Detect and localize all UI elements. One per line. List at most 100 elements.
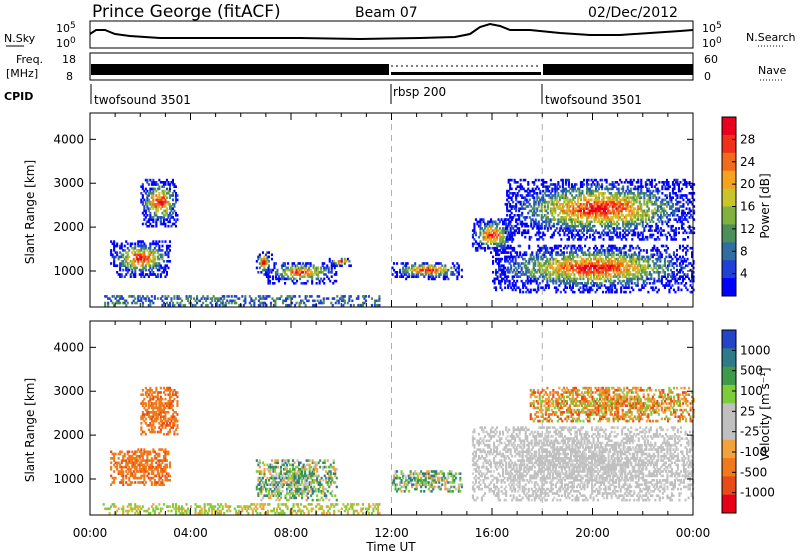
power-cell [673, 178, 676, 182]
power-cell [647, 207, 650, 210]
power-cell [592, 224, 595, 228]
power-cell [567, 189, 570, 193]
velocity-cell [119, 465, 122, 469]
power-cell [592, 189, 595, 193]
power-cell [623, 192, 626, 195]
power-cell [528, 246, 531, 250]
power-cell [563, 216, 566, 219]
power-cell [596, 268, 599, 272]
power-cell [594, 244, 597, 248]
power-cell [298, 295, 301, 298]
power-cell [619, 235, 622, 239]
power-cell [519, 253, 522, 257]
power-cell [518, 185, 521, 188]
power-cell [550, 251, 553, 254]
power-cell [651, 260, 654, 263]
power-cell [577, 273, 580, 276]
power-cell [111, 295, 114, 298]
power-cell [638, 194, 641, 197]
power-cell [119, 268, 122, 272]
power-cell [576, 216, 579, 219]
power-cell [499, 275, 502, 278]
power-cell [536, 231, 539, 235]
power-cell [487, 220, 490, 224]
power-cell [632, 255, 635, 259]
power-cell [556, 266, 559, 270]
power-cell [564, 183, 567, 186]
power-cell [540, 214, 543, 217]
power-cell [596, 200, 599, 204]
power-cell [511, 257, 514, 261]
power-cell [648, 282, 651, 285]
power-cell [516, 214, 519, 217]
power-cell [408, 266, 411, 270]
power-cell [309, 262, 312, 265]
power-cell [570, 277, 573, 281]
power-cell [559, 273, 562, 276]
power-cell [490, 240, 493, 243]
power-cell [593, 246, 596, 250]
power-cell [143, 275, 146, 278]
power-cell [663, 284, 666, 287]
power-cell [601, 185, 604, 188]
power-cell [158, 216, 161, 219]
power-cell [450, 266, 453, 270]
power-cell [638, 253, 641, 257]
power-cell [550, 246, 553, 250]
power-cell [601, 187, 604, 191]
power-cell [135, 253, 138, 257]
power-cell [576, 253, 579, 257]
power-cell [656, 192, 659, 195]
power-cell [412, 273, 415, 276]
power-cell [156, 268, 159, 272]
power-cell [562, 288, 565, 292]
power-cell [287, 275, 290, 278]
power-cell [174, 185, 177, 188]
power-cell [638, 192, 641, 195]
power-cell [587, 273, 590, 276]
power-cell [134, 251, 137, 254]
power-cell [608, 273, 611, 276]
power-cell [640, 205, 643, 208]
power-cell [493, 286, 496, 289]
power-cell [146, 198, 149, 202]
power-cell [590, 203, 593, 206]
power-cell [601, 224, 604, 228]
power-cell [479, 246, 482, 250]
power-cell [551, 207, 554, 210]
power-cell [678, 255, 681, 259]
power-cell [138, 295, 141, 298]
power-cell [507, 178, 510, 182]
power-cell [131, 268, 134, 272]
power-cell [173, 209, 176, 213]
power-cell [564, 277, 567, 281]
power-cell [260, 257, 263, 261]
power-cell [545, 185, 548, 188]
power-cell [552, 222, 555, 226]
power-cell [688, 277, 691, 281]
power-cell [291, 268, 294, 272]
power-cell [576, 218, 579, 221]
power-cell [671, 284, 674, 287]
power-cell [572, 229, 575, 232]
power-cell [291, 279, 294, 283]
power-cell [488, 224, 491, 228]
power-cell [667, 187, 670, 191]
power-cell [581, 214, 584, 217]
power-cell [149, 214, 152, 217]
power-cell [511, 240, 514, 243]
power-cell [584, 203, 587, 206]
power-cell [624, 290, 627, 294]
power-cell [299, 262, 302, 265]
power-cell [126, 266, 129, 270]
power-cell [376, 299, 379, 303]
power-cell [499, 264, 502, 267]
power-cell [573, 264, 576, 267]
power-cell [156, 251, 159, 254]
power-cell [300, 282, 303, 285]
power-cell [473, 227, 476, 230]
power-cell [409, 268, 412, 272]
power-cell [536, 222, 539, 226]
power-cell [543, 181, 546, 184]
velocity-cell [129, 461, 132, 465]
